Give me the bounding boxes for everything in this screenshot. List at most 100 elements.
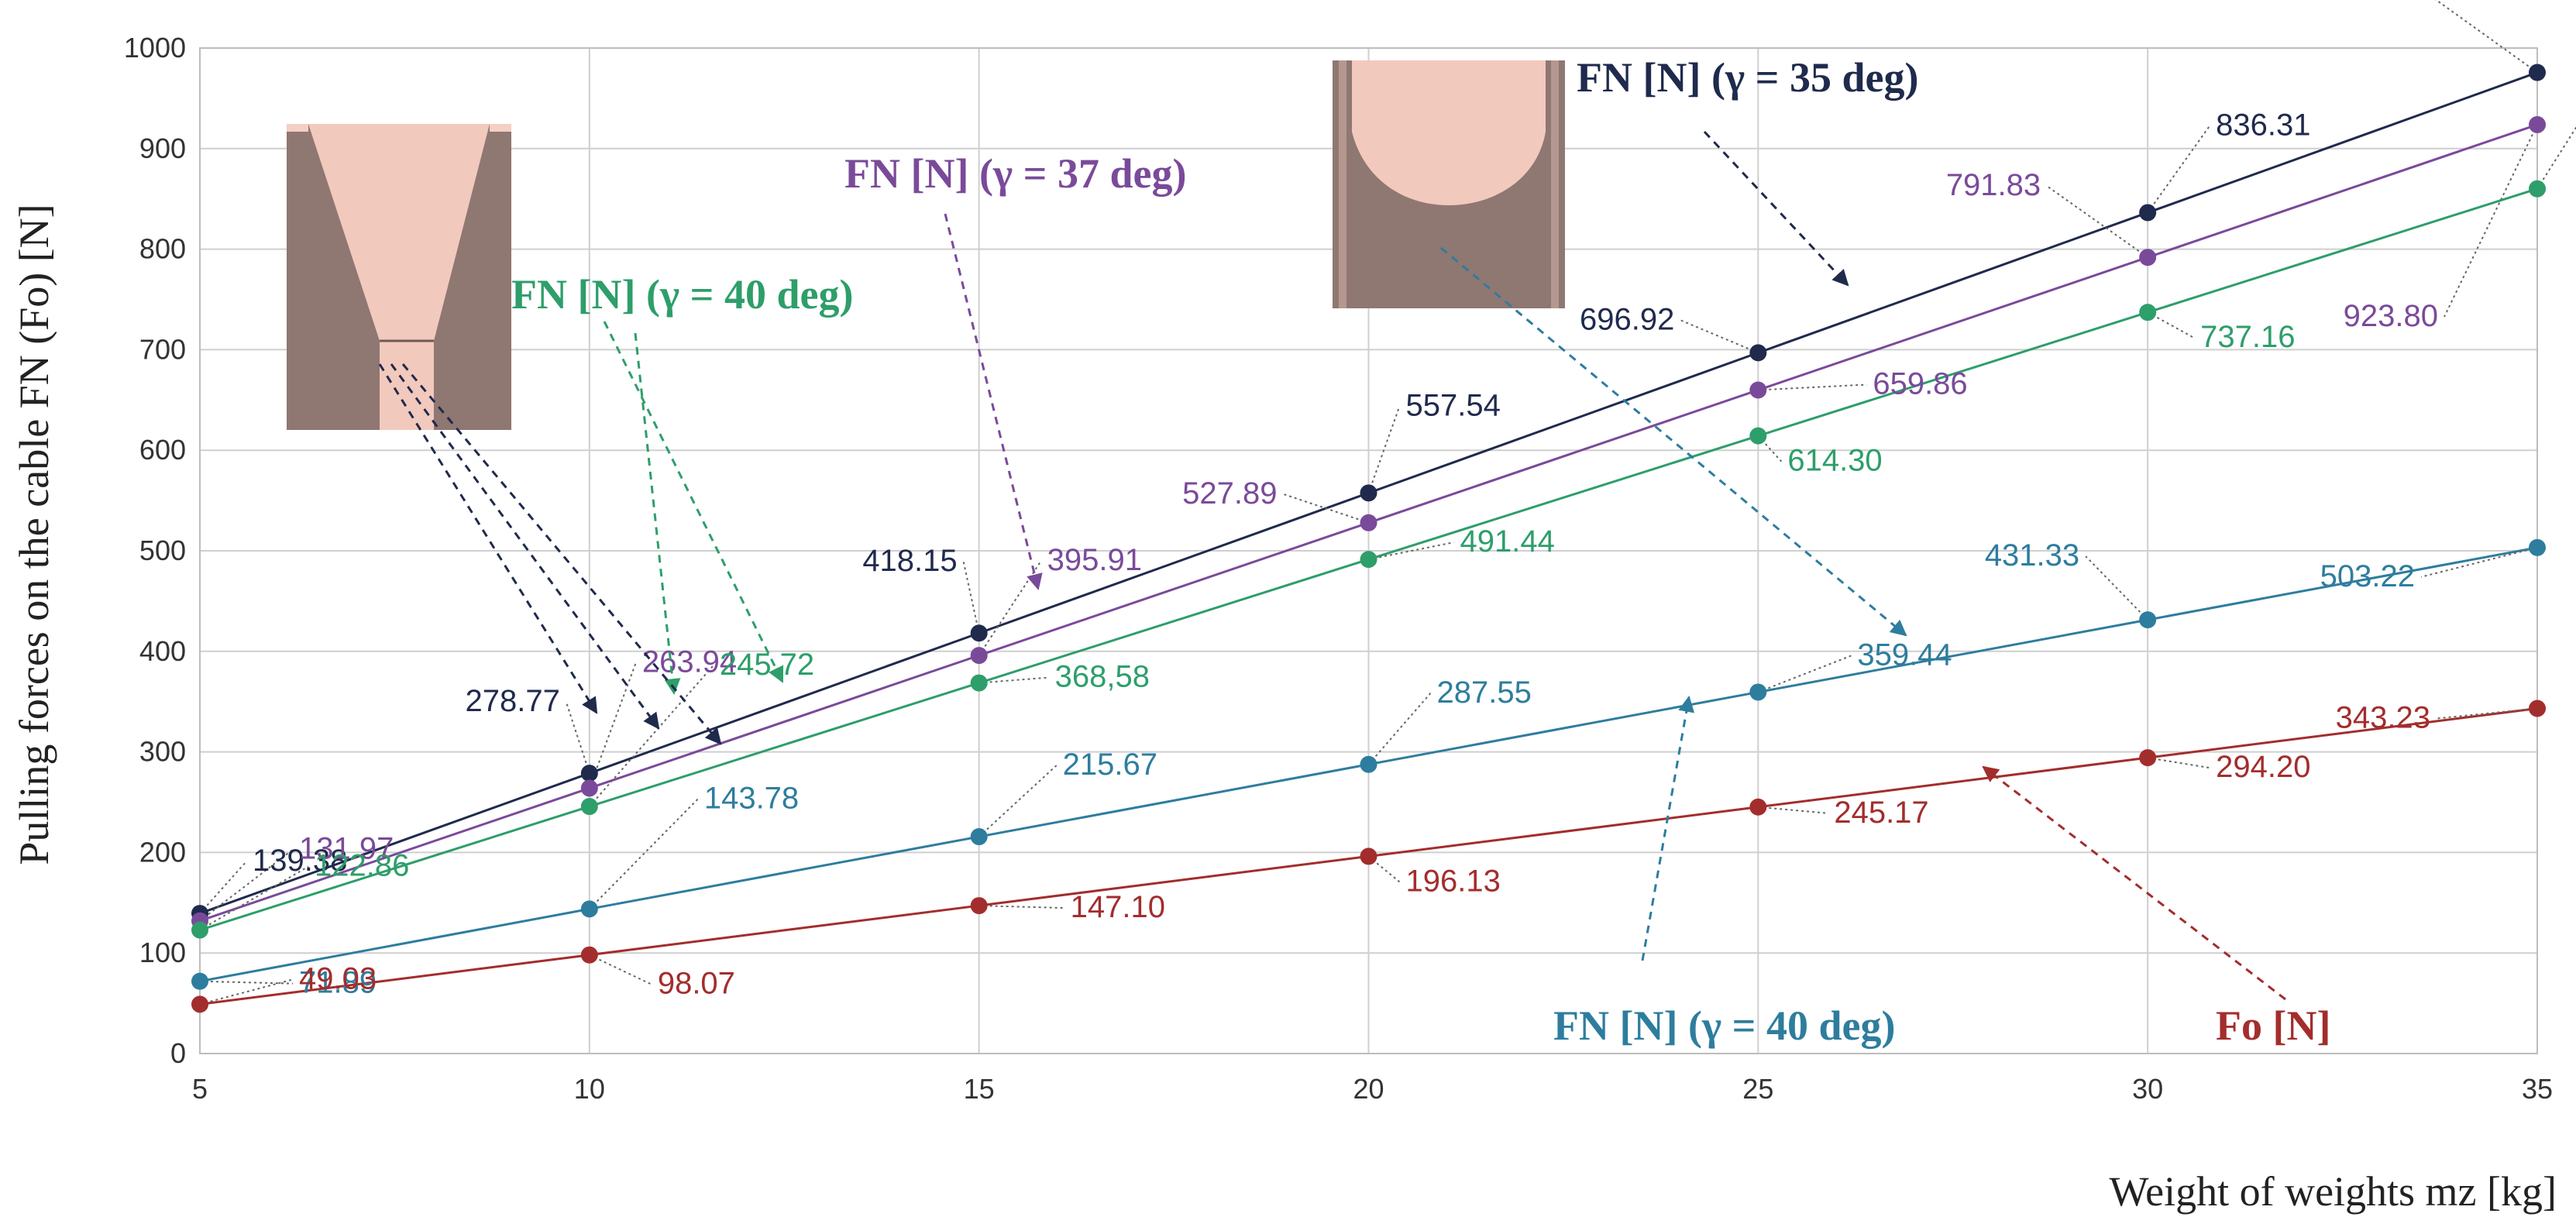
label-leader <box>199 980 294 985</box>
label-leader <box>2147 125 2210 214</box>
data-point <box>191 972 208 990</box>
annotation-arrow <box>944 213 1043 591</box>
series-annotation: FN [N] (γ = 35 deg) <box>1577 54 1918 101</box>
series-annotation: FN [N] (γ = 40 deg) <box>1553 1002 1895 1049</box>
annotation-arrow <box>603 321 784 683</box>
series-annotations: FN [N] (γ = 35 deg) FN [N] (γ = 37 deg) FN… <box>378 54 2330 1049</box>
data-label: 98.07 <box>658 967 735 1001</box>
data-point <box>1360 484 1377 502</box>
data-point <box>191 995 208 1013</box>
data-point <box>1749 427 1767 445</box>
data-label: 215.67 <box>1063 748 1157 782</box>
y-tick-label: 800 <box>139 233 186 265</box>
data-label: 418.15 <box>862 544 957 578</box>
x-tick-label: 20 <box>1353 1073 1384 1105</box>
data-point <box>191 921 208 939</box>
data-label: 343.23 <box>2336 700 2430 734</box>
label-leader <box>2046 185 2148 259</box>
data-point <box>1360 514 1377 531</box>
label-leader <box>199 861 247 914</box>
data-label: 659.86 <box>1873 367 1967 401</box>
label-leader <box>565 701 590 774</box>
y-tick-label: 600 <box>139 434 186 466</box>
label-leader <box>2085 555 2148 621</box>
data-label: 245.17 <box>1834 796 1928 830</box>
label-leader <box>962 562 980 634</box>
annotation-arrow <box>1641 695 1695 961</box>
label-leader <box>1368 541 1454 561</box>
label-leader <box>199 848 294 922</box>
data-point <box>580 779 598 797</box>
data-point <box>2529 180 2546 198</box>
label-leader <box>589 665 714 807</box>
data-point <box>580 798 598 816</box>
y-tick-label: 200 <box>139 836 186 868</box>
data-label: 278.77 <box>465 684 559 718</box>
groove-arrow <box>390 363 660 730</box>
axes: 0 100 200 300 400 500 600 700 800 900 1000 5 10 15 20 2… <box>124 32 2553 1105</box>
data-point <box>2139 204 2157 222</box>
label-leader <box>1680 319 1759 354</box>
data-point <box>2529 538 2546 556</box>
data-label: 557.54 <box>1406 388 1501 422</box>
annotation-arrow <box>1982 765 2286 1001</box>
data-label: 49.03 <box>299 961 377 995</box>
label-leader <box>589 798 699 910</box>
label-leader <box>2147 311 2195 339</box>
data-label: 527.89 <box>1182 476 1277 511</box>
label-leader <box>199 978 294 1006</box>
label-leader <box>589 954 652 985</box>
data-label: 122.86 <box>315 849 409 883</box>
annotation-arrow <box>1703 130 1849 287</box>
label-leader <box>588 662 637 789</box>
data-point <box>2139 304 2157 321</box>
v-groove-icon <box>287 124 511 430</box>
data-point <box>2529 115 2546 133</box>
y-tick-label: 300 <box>139 736 186 768</box>
label-leader <box>978 560 1042 656</box>
label-leader <box>1758 806 1828 814</box>
data-label: 131.97 <box>299 832 394 866</box>
label-leaders <box>199 0 2576 1006</box>
y-axis-title: Pulling forces on the cable FN (Fo) [N] <box>11 204 57 865</box>
data-point <box>970 828 988 846</box>
data-point <box>1749 798 1767 816</box>
label-leader <box>2436 707 2538 720</box>
data-point <box>970 674 988 692</box>
label-leader <box>2536 125 2576 190</box>
data-label: 245.72 <box>720 648 814 682</box>
data-label: 196.13 <box>1406 864 1501 898</box>
data-label: 696.92 <box>1580 302 1674 336</box>
data-label: 791.83 <box>1946 168 2041 202</box>
data-point <box>2529 64 2546 81</box>
label-leader <box>2434 0 2538 74</box>
label-leader <box>2444 124 2538 318</box>
groove-profiles <box>287 60 1565 430</box>
data-point <box>970 624 988 642</box>
label-leader <box>1367 405 1401 493</box>
x-tick-label: 25 <box>1742 1073 1773 1105</box>
data-label: 359.44 <box>1857 638 1952 672</box>
label-leader <box>978 905 1064 909</box>
y-tick-label: 700 <box>139 333 186 365</box>
data-point <box>1749 344 1767 362</box>
y-tick-label: 0 <box>170 1037 186 1069</box>
data-point <box>1749 683 1767 701</box>
data-markers <box>191 64 2546 1013</box>
data-point <box>1360 551 1377 569</box>
label-leader <box>199 865 309 931</box>
y-tick-label: 400 <box>139 635 186 667</box>
y-tick-label: 100 <box>139 937 186 968</box>
y-tick-label: 1000 <box>124 32 186 64</box>
data-point <box>580 946 598 964</box>
data-label: 923.80 <box>2344 299 2438 333</box>
x-tick-label: 5 <box>192 1073 208 1105</box>
data-label: 287.55 <box>1437 676 1532 710</box>
data-label: 139.38 <box>253 844 347 878</box>
data-point <box>970 897 988 915</box>
data-point <box>1749 381 1767 399</box>
data-point <box>580 765 598 782</box>
groove-arrow <box>1440 246 1907 637</box>
data-label: 503.22 <box>2320 559 2415 593</box>
data-point <box>580 900 598 918</box>
